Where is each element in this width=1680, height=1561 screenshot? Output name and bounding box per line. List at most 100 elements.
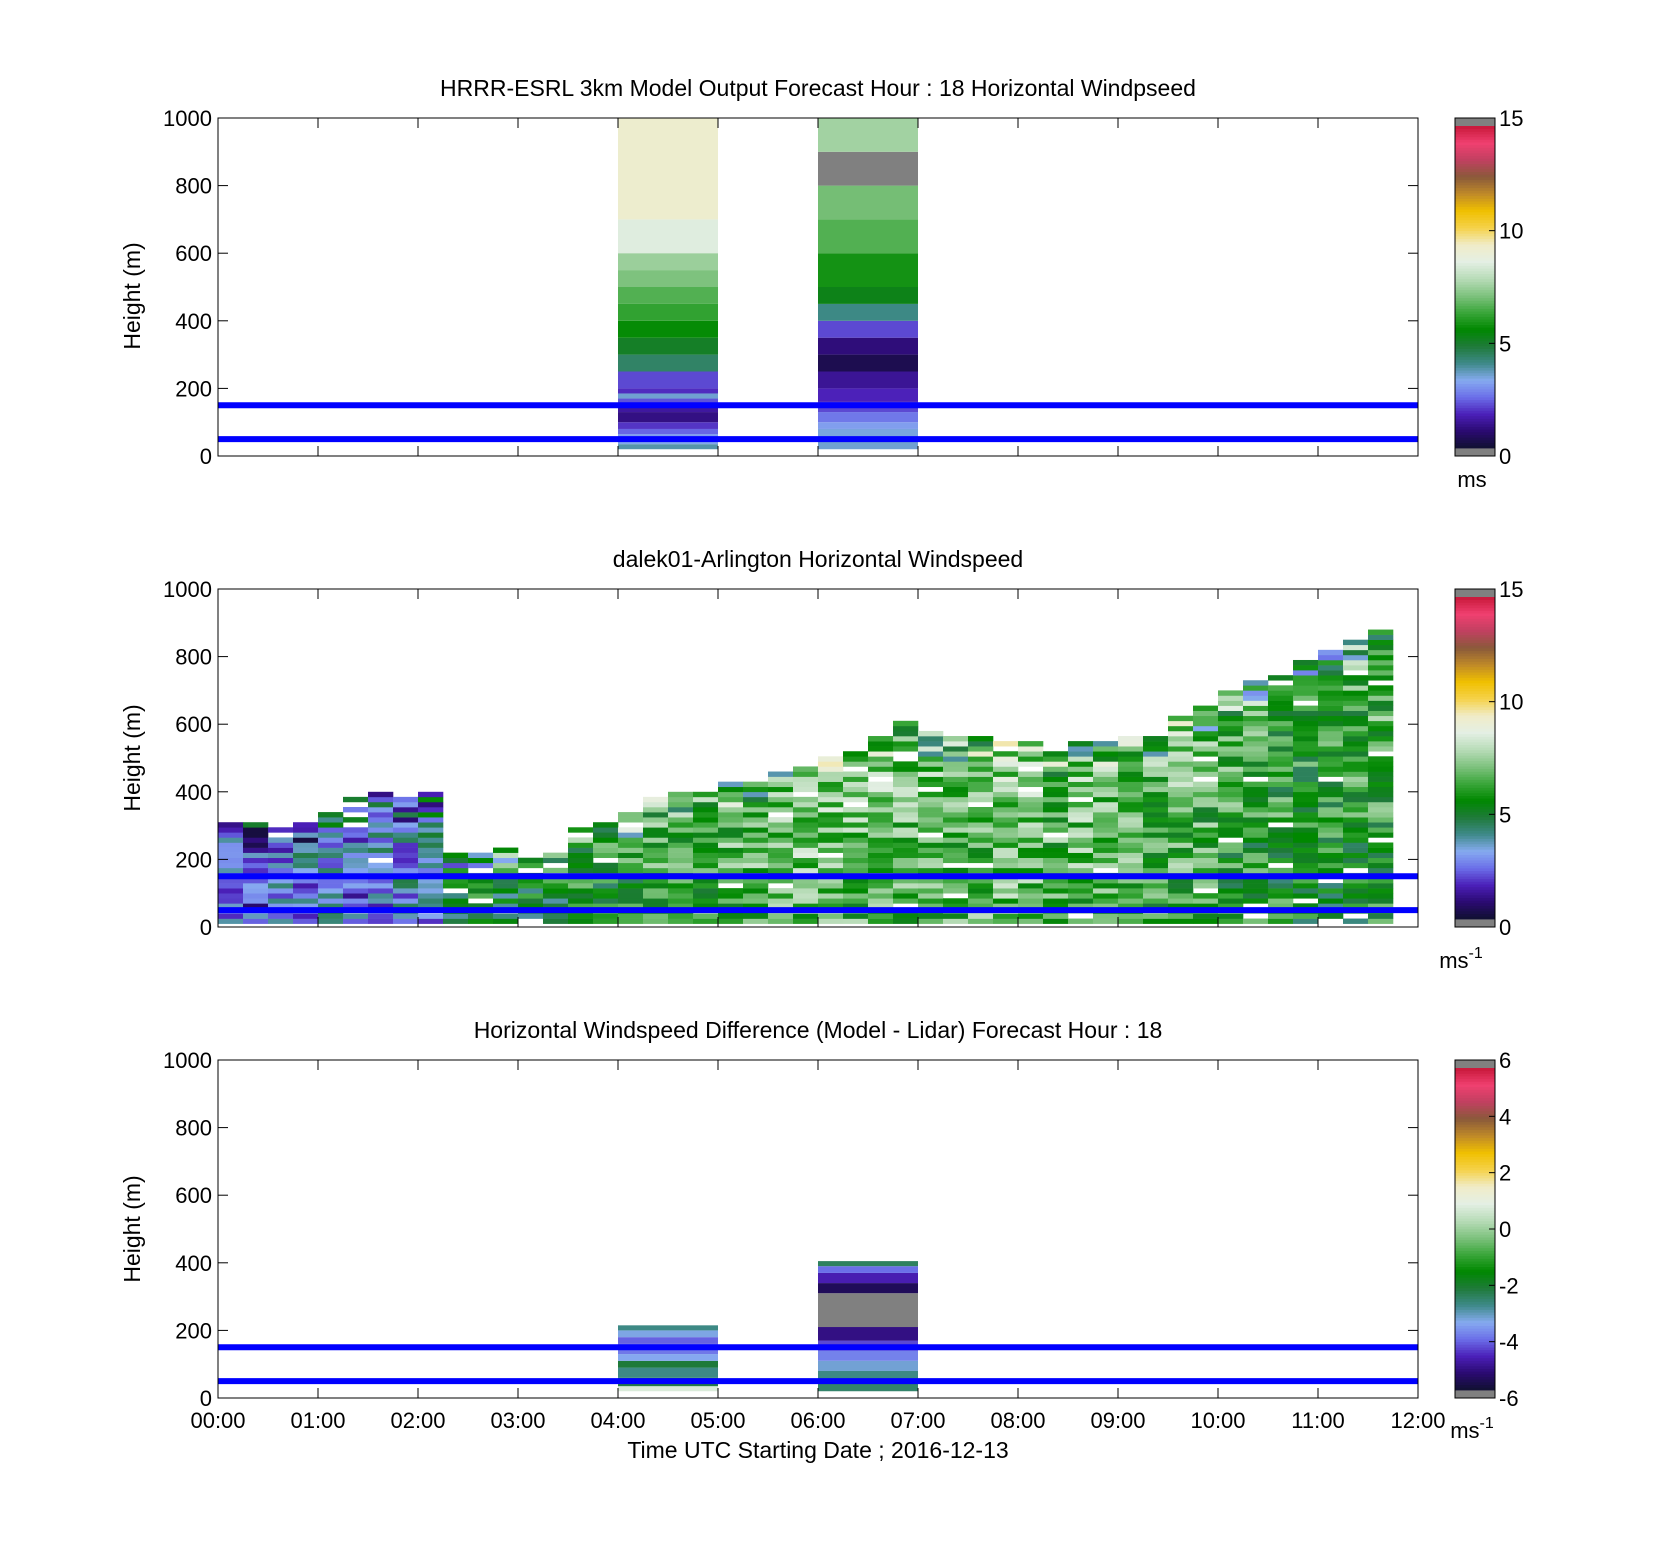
heatmap-cell [968,807,994,813]
heatmap-cell [1143,791,1169,798]
heatmap-cell [968,903,994,909]
x-tick-label: 07:00 [890,1408,945,1433]
heatmap-cell [693,857,719,864]
heatmap-cell [968,837,994,843]
heatmap-cell [868,812,894,818]
colorbar-swatch [1455,1255,1495,1259]
heatmap-cell [1343,649,1369,656]
heatmap-cell [1168,771,1194,777]
heatmap-cell [1218,700,1244,706]
heatmap-cell [818,1360,918,1371]
heatmap-cell [643,898,669,904]
heatmap-cell [1068,812,1094,818]
heatmap-cell [1318,791,1344,798]
heatmap-cell [1193,781,1219,788]
heatmap-cell [343,862,369,869]
colorbar-swatch [1455,281,1495,285]
colorbar-swatch [1455,249,1495,253]
heatmap-cell [643,847,669,853]
heatmap-cell [918,791,944,798]
colorbar-swatch [1455,650,1495,654]
heatmap-cell [518,898,544,904]
panel-lidar-xticks [217,589,1419,927]
heatmap-cell [818,354,918,372]
heatmap-cell [518,877,544,884]
colorbar-swatch [1455,846,1495,850]
heatmap-cell [1293,781,1319,788]
heatmap-cell [868,807,894,813]
heatmap-cell [893,842,919,848]
colorbar-swatch [1455,413,1495,417]
heatmap-cell [718,888,744,894]
heatmap-cell [418,791,444,798]
heatmap-cell [1193,842,1219,848]
colorbar-swatch [1455,704,1495,708]
heatmap-cell [1343,730,1369,737]
heatmap-cell [1168,781,1194,788]
heatmap-cell [518,913,544,919]
heatmap-cell [1018,776,1044,782]
heatmap-cell [1243,837,1269,843]
colorbar-swatch [1455,284,1495,288]
heatmap-cell [1293,685,1319,691]
colorbar-swatch [1455,731,1495,735]
heatmap-cell [818,837,844,843]
heatmap-cell [1068,918,1094,924]
colorbar-swatch [1455,340,1495,344]
heatmap-cell [1218,720,1244,727]
heatmap-cell [968,746,994,752]
heatmap-cell [1193,832,1219,838]
heatmap-cell [568,852,594,859]
colorbar-swatch [1455,782,1495,786]
heatmap-cell [1068,862,1094,869]
heatmap-cell [1318,867,1344,874]
heatmap-cell [1268,857,1294,864]
colorbar-swatch [1455,305,1495,309]
heatmap-cell [818,287,918,304]
heatmap-cell [1168,893,1194,899]
heatmap-cell [1218,796,1244,803]
heatmap-cell [1368,629,1394,635]
heatmap-cell [1143,913,1169,919]
heatmap-cell [718,796,744,803]
heatmap-cell [768,786,794,793]
heatmap-cell [1068,857,1094,864]
heatmap-cell [793,847,819,853]
heatmap-cell [1068,883,1094,889]
colorbar-swatch [1455,658,1495,662]
heatmap-cell [1168,837,1194,843]
heatmap-cell [793,913,819,919]
heatmap-cell [618,862,644,869]
heatmap-cell [1168,827,1194,833]
colorbar-swatch [1455,378,1495,382]
heatmap-cell [743,898,769,904]
heatmap-cell [343,837,369,843]
heatmap-cell [1368,685,1394,691]
heatmap-cell [893,791,919,798]
heatmap-cell [818,1381,918,1392]
heatmap-cell [768,913,794,919]
heatmap-cell [1293,756,1319,762]
heatmap-cell [1218,781,1244,788]
heatmap-cell [318,852,344,859]
heatmap-cell [243,898,269,904]
heatmap-cell [1043,913,1069,919]
heatmap-cell [368,913,394,919]
heatmap-cell [1143,918,1169,924]
heatmap-cell [343,883,369,889]
colorbar-swatch [1455,236,1495,240]
heatmap-cell [793,862,819,869]
heatmap-cell [918,801,944,808]
heatmap-cell [1143,862,1169,869]
colorbar-swatch [1455,295,1495,299]
colorbar-swatch [1455,289,1495,293]
heatmap-cell [1018,756,1044,762]
heatmap-cell [593,822,619,828]
heatmap-cell [1343,812,1369,818]
heatmap-cell [668,827,694,833]
heatmap-cell [1368,786,1394,793]
heatmap-cell [843,837,869,843]
heatmap-cell [268,893,294,899]
heatmap-cell [1268,700,1294,706]
heatmap-cell [643,832,669,838]
